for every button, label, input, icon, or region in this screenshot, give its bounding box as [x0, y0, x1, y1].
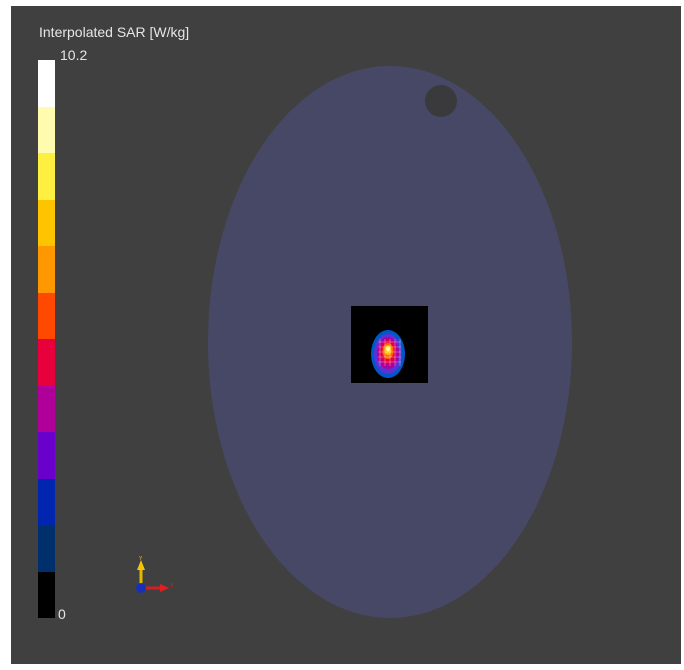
scene-canvas[interactable]: [11, 6, 681, 664]
colorbar-segment: [38, 525, 55, 572]
colorbar-segment: [38, 106, 55, 153]
y-axis-arrowhead: [137, 560, 145, 570]
z-axis-arrow: [136, 583, 146, 593]
colorbar-segment: [38, 60, 55, 107]
measurement-grid: [378, 339, 401, 366]
colorbar-segment: [38, 246, 55, 293]
phantom-fill-hole: [425, 85, 457, 117]
colorbar-segment: [38, 339, 55, 386]
view-clip-band: [191, 618, 591, 664]
axis-triad[interactable]: Y X: [129, 556, 179, 598]
colorbar-segment: [38, 153, 55, 200]
legend-max-label: 10.2: [60, 47, 88, 63]
colorbar-segment: [38, 199, 55, 246]
colorbar: [38, 60, 55, 618]
colorbar-segment: [38, 432, 55, 479]
legend-min-label: 0: [58, 606, 66, 622]
sar-contour-peak: [386, 346, 390, 352]
x-axis-label: X: [170, 583, 174, 589]
colorbar-segment: [38, 385, 55, 432]
x-axis-arrowhead: [160, 584, 169, 592]
colorbar-segment: [38, 571, 55, 618]
colorbar-segment: [38, 292, 55, 339]
colorbar-segment: [38, 478, 55, 525]
legend-title: Interpolated SAR [W/kg]: [39, 24, 190, 40]
3d-viewport[interactable]: Interpolated SAR [W/kg] 10.2 0 Y X: [11, 6, 681, 664]
sar-hotspot[interactable]: [371, 330, 405, 378]
y-axis-label: Y: [139, 556, 143, 562]
